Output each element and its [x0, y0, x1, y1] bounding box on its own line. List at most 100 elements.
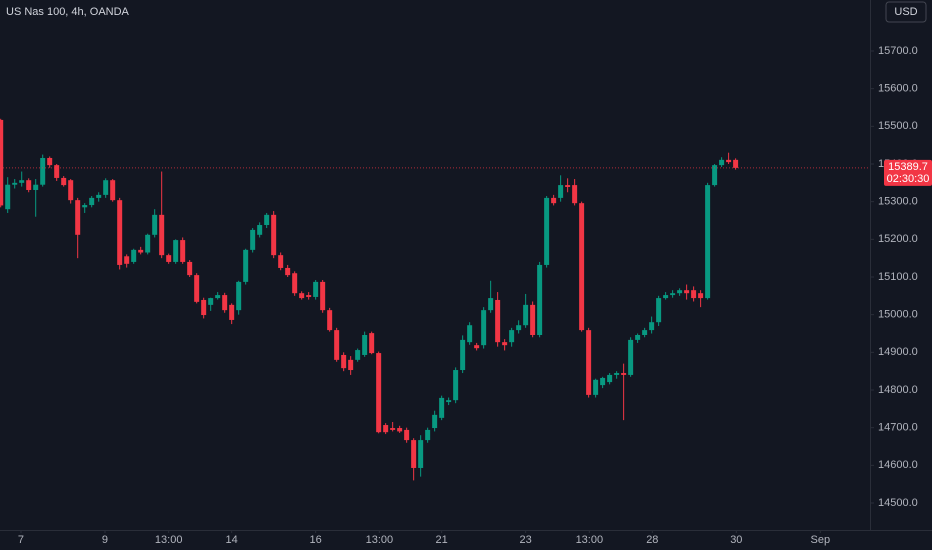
y-tick-label: 15300.0	[878, 196, 918, 208]
candle-body	[61, 177, 67, 186]
candle-body	[418, 440, 424, 468]
candle-body	[677, 290, 683, 294]
candle-body	[411, 440, 417, 468]
candle-body	[299, 293, 305, 299]
candle-body	[341, 354, 347, 369]
candle-body	[285, 267, 291, 276]
candle-body	[348, 359, 354, 371]
candle-body	[264, 214, 270, 226]
candle-body	[124, 256, 130, 264]
candle-body	[523, 304, 529, 326]
candle-body	[544, 197, 550, 265]
candle-body	[467, 325, 473, 343]
candle-body	[383, 425, 389, 433]
candle-body	[68, 180, 74, 201]
candle-body	[642, 330, 648, 336]
candle-body	[530, 304, 536, 336]
candle-body	[0, 119, 4, 206]
candle-body	[201, 299, 207, 316]
candle-body	[208, 298, 214, 305]
plot-area	[0, 118, 870, 481]
candle-body	[698, 293, 704, 299]
y-tick-label: 14800.0	[878, 384, 918, 396]
candle-body	[40, 157, 46, 185]
currency-label[interactable]: USD	[894, 6, 917, 18]
x-tick-label: 14	[226, 534, 238, 546]
candle-body	[502, 342, 508, 346]
candle-body	[159, 214, 165, 256]
currency-button[interactable]	[885, 1, 927, 23]
candle-body	[516, 325, 522, 331]
candle-body	[488, 298, 494, 311]
y-tick-label: 15700.0	[878, 45, 918, 57]
candle-body	[5, 184, 11, 210]
candle-body	[376, 353, 382, 433]
candle-body	[145, 234, 151, 253]
candle-body	[586, 330, 592, 395]
y-tick-label: 14700.0	[878, 422, 918, 434]
candle-body	[292, 273, 298, 294]
candle-body	[26, 180, 32, 190]
candle-body	[614, 373, 620, 375]
candle-body	[453, 370, 459, 401]
last-price-box	[884, 159, 932, 186]
candle-body	[565, 185, 571, 187]
candle-body	[663, 295, 669, 299]
candle-body	[369, 333, 375, 354]
candle-body	[670, 293, 676, 296]
y-tick-label: 15600.0	[878, 83, 918, 95]
candle-body	[579, 203, 585, 331]
last-price-label: 15389.7	[888, 161, 928, 173]
candle-body	[621, 373, 627, 375]
candle-body	[257, 225, 263, 235]
candle-body	[600, 377, 606, 386]
candle-body	[19, 180, 25, 183]
candle-body	[607, 374, 613, 383]
candle-body	[103, 180, 109, 195]
candle-body	[684, 290, 690, 294]
chart-title: US Nas 100, 4h, OANDA	[6, 6, 130, 18]
y-tick-label: 15200.0	[878, 233, 918, 245]
x-tick-label: Sep	[811, 534, 831, 546]
y-tick-label: 15100.0	[878, 271, 918, 283]
candle-body	[138, 249, 144, 253]
candle-body	[173, 240, 179, 262]
candle-body	[572, 185, 578, 204]
candle-body	[117, 200, 123, 265]
candle-body	[306, 295, 312, 297]
x-tick-label: 30	[730, 534, 742, 546]
candle-body	[474, 345, 480, 349]
candle-body	[12, 182, 18, 185]
candle-body	[733, 159, 739, 168]
candle-body	[439, 397, 445, 418]
candle-body	[460, 339, 466, 371]
candle-body	[355, 350, 361, 360]
candle-body	[425, 429, 431, 441]
candle-body	[166, 255, 172, 262]
candle-body	[397, 428, 403, 432]
candle-body	[649, 322, 655, 331]
candle-body	[327, 310, 333, 331]
candle-body	[250, 229, 256, 250]
x-tick-label: 28	[646, 534, 658, 546]
candle-body	[628, 339, 634, 375]
candle-body	[187, 261, 193, 276]
candle-body	[194, 275, 200, 302]
candle-body	[271, 214, 277, 256]
candle-body	[509, 330, 515, 343]
candle-body	[222, 295, 228, 311]
candle-body	[537, 264, 543, 336]
y-tick-label: 14600.0	[878, 459, 918, 471]
candle-body	[390, 428, 396, 430]
x-tick-label: 13:00	[576, 534, 604, 546]
candle-body	[152, 214, 158, 235]
candle-body	[635, 335, 641, 340]
candle-body	[54, 165, 60, 178]
candle-body	[705, 185, 711, 299]
candle-body	[215, 295, 221, 299]
candle-body	[446, 400, 452, 403]
candle-body	[691, 290, 697, 299]
x-tick-label: 16	[310, 534, 322, 546]
